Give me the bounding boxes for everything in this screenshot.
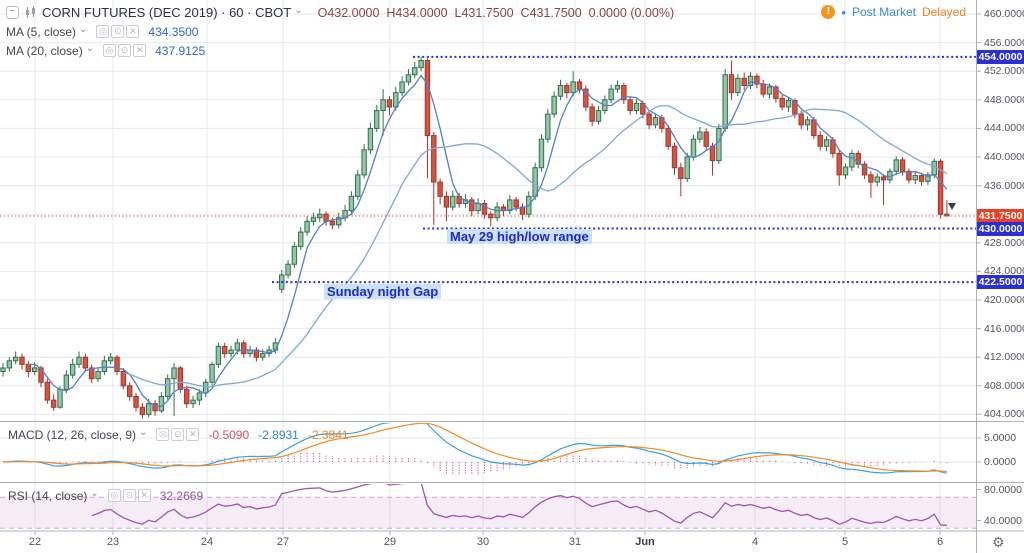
candlestick-style-icon xyxy=(24,6,37,19)
time-tick-label: 6 xyxy=(936,536,944,548)
macd-legend: MACD (12, 26, close, 9) ⌄ ◎ ⊙ ✕ -0.5090 … xyxy=(8,425,349,444)
macd-hist-value: -0.5090 xyxy=(208,427,250,442)
macd-label[interactable]: MACD (12, 26, close, 9) xyxy=(8,427,137,442)
ma20-row: MA (20, close) ⌄ ◎ ⊙ ✕ 437.9125 xyxy=(6,41,674,60)
time-tick-label: 24 xyxy=(200,536,214,548)
time-tick-label: 27 xyxy=(276,536,290,548)
price-arrow-marker xyxy=(948,203,956,210)
price-tick-label: 456.0000 xyxy=(984,36,1024,49)
settings-icon[interactable]: ⊙ xyxy=(111,25,125,38)
price-tick-label: 436.0000 xyxy=(984,179,1024,192)
delete-icon[interactable]: ✕ xyxy=(126,25,140,38)
macd-panel xyxy=(2,423,948,476)
settings-icon[interactable]: ⊙ xyxy=(171,428,185,441)
settings-icon[interactable]: ⊙ xyxy=(122,489,136,502)
price-badge: 430.0000 xyxy=(977,221,1024,236)
price-tick-label: 444.0000 xyxy=(984,122,1024,135)
ma5-buttons: ◎ ⊙ ✕ xyxy=(96,25,140,38)
rsi-panel xyxy=(91,484,947,526)
price-tick-label: 424.0000 xyxy=(984,265,1024,278)
post-market-label: Post Market xyxy=(851,5,916,19)
visibility-icon[interactable]: ◎ xyxy=(103,44,117,57)
time-tick-label: 4 xyxy=(751,536,759,548)
visibility-icon[interactable]: ◎ xyxy=(156,428,170,441)
chevron-down-icon[interactable]: ⌄ xyxy=(139,427,148,438)
macd-tick-label: 0.0000 xyxy=(984,456,1017,468)
data-warning-icon[interactable]: ! xyxy=(821,5,836,19)
rsi-label[interactable]: RSI (14, close) xyxy=(8,488,88,503)
ma20-label[interactable]: MA (20, close) xyxy=(6,43,83,58)
chevron-down-icon[interactable]: ⌄ xyxy=(79,24,88,35)
price-badge: 422.5000 xyxy=(977,275,1024,290)
chart-legend: − CORN FUTURES (DEC 2019) · 60 · CBOT ⌄ … xyxy=(6,3,674,60)
price-tick-label: 428.0000 xyxy=(984,236,1024,249)
symbol-row: − CORN FUTURES (DEC 2019) · 60 · CBOT ⌄ … xyxy=(6,3,674,22)
price-tick-label: 412.0000 xyxy=(984,351,1024,364)
ohlc-values: O432.0000 H434.0000 L431.7500 C431.7500 … xyxy=(317,5,675,20)
time-tick-label: Jun xyxy=(635,536,655,548)
rsi-value: 32.2669 xyxy=(159,488,204,503)
price-badge: 431.7500 xyxy=(977,208,1024,223)
ma5-label[interactable]: MA (5, close) xyxy=(6,24,77,39)
price-tick-label: 408.0000 xyxy=(984,379,1024,392)
ma20-buttons: ◎ ⊙ ✕ xyxy=(103,44,147,57)
macd-line-value: -2.8931 xyxy=(258,427,299,442)
ma20-line xyxy=(123,104,948,388)
chevron-down-icon[interactable]: ⌄ xyxy=(85,43,95,54)
settings-icon[interactable]: ⊙ xyxy=(118,44,132,57)
ma20-value: 437.9125 xyxy=(155,43,206,58)
annotation-label[interactable]: May 29 high/low range xyxy=(447,229,592,244)
delete-icon[interactable]: ✕ xyxy=(137,489,151,502)
rsi-band xyxy=(0,496,976,529)
time-tick-label: 30 xyxy=(476,536,490,548)
settings-gear-icon[interactable]: ⚙ xyxy=(992,534,1005,550)
visibility-icon[interactable]: ◎ xyxy=(107,489,121,502)
macd-tick-label: 5.0000 xyxy=(984,432,1017,444)
price-axis[interactable]: 460.0000 456.0000 452.0000 448.0000 444.0000… xyxy=(977,0,1024,531)
price-tick-label: 452.0000 xyxy=(984,65,1024,78)
time-axis[interactable]: 22 23 24 27 29 30 31 Jun 4 5 6 xyxy=(0,531,977,553)
macd-signal-value: -2.3841 xyxy=(307,427,349,442)
ma5-line xyxy=(28,74,948,408)
collapse-pane-button[interactable]: − xyxy=(6,6,19,19)
time-tick-label: 31 xyxy=(568,536,582,548)
post-market-dot-icon: • xyxy=(841,4,846,20)
rsi-legend: RSI (14, close) ⌄ ◎ ⊙ ✕ 32.2669 xyxy=(8,486,203,505)
price-badge: 454.0000 xyxy=(977,49,1024,64)
rsi-buttons: ◎ ⊙ ✕ xyxy=(107,489,151,502)
time-tick-label: 5 xyxy=(841,536,849,548)
symbol-title[interactable]: CORN FUTURES (DEC 2019) · 60 · CBOT xyxy=(42,5,292,20)
delayed-label: Delayed xyxy=(921,5,966,19)
delete-icon[interactable]: ✕ xyxy=(186,428,200,441)
macd-buttons: ◎ ⊙ ✕ xyxy=(156,428,200,441)
annotation-label[interactable]: Sunday night Gap xyxy=(324,284,442,299)
grid-lines xyxy=(0,0,976,531)
ma5-value: 434.3500 xyxy=(148,24,199,39)
chevron-down-icon[interactable]: ⌄ xyxy=(294,5,303,16)
price-tick-label: 448.0000 xyxy=(984,93,1024,106)
price-tick-label: 440.0000 xyxy=(984,151,1024,163)
price-tick-label: 460.0000 xyxy=(984,8,1024,20)
rsi-tick-label: 40.0000 xyxy=(984,514,1022,527)
ma5-row: MA (5, close) ⌄ ◎ ⊙ ✕ 434.3500 xyxy=(6,22,674,41)
price-tick-label: 404.0000 xyxy=(984,408,1024,421)
chevron-down-icon[interactable]: ⌄ xyxy=(90,488,99,499)
delete-icon[interactable]: ✕ xyxy=(133,44,147,57)
price-tick-label: 420.0000 xyxy=(984,294,1024,306)
market-status: ! • Post Market Delayed xyxy=(821,3,966,21)
time-tick-label: 23 xyxy=(106,536,120,548)
rsi-tick-label: 80.0000 xyxy=(984,483,1022,496)
price-tick-label: 416.0000 xyxy=(984,322,1024,335)
visibility-icon[interactable]: ◎ xyxy=(96,25,110,38)
time-tick-label: 22 xyxy=(28,536,42,548)
candles-series xyxy=(0,56,950,419)
time-tick-label: 29 xyxy=(383,536,397,548)
